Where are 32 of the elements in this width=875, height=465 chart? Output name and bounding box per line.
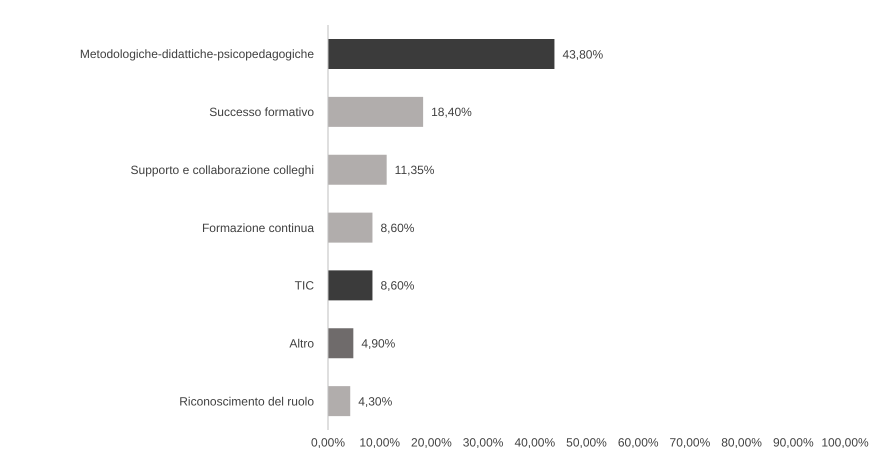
data-label: 11,35% (394, 162, 435, 177)
y-tick-label: Supporto e collaborazione colleghi (130, 162, 314, 177)
x-tick-label: 0,00% (310, 436, 346, 450)
bar (328, 96, 424, 127)
x-tick-label: 90,00% (772, 436, 814, 450)
bar (328, 154, 387, 185)
y-tick-label: Altro (289, 336, 314, 350)
data-label: 8,60% (380, 220, 415, 235)
y-tick-label: Formazione continua (202, 220, 314, 235)
y-tick-label: TIC (294, 278, 314, 293)
bar (328, 39, 554, 69)
bar (328, 328, 354, 358)
data-label: 43,80% (562, 47, 604, 62)
bar (328, 212, 372, 243)
data-label: 8,60% (380, 278, 415, 293)
data-label: 4,30% (358, 394, 393, 408)
x-tick-label: 10,00% (359, 436, 400, 450)
data-label: 4,90% (361, 336, 396, 351)
x-tick-label: 40,00% (514, 436, 556, 450)
bar (328, 270, 372, 300)
y-tick-label: Metodologiche-didattiche-psicopedagogiche (80, 47, 314, 62)
x-tick-label: 100,00% (821, 436, 870, 450)
data-label: 18,40% (431, 105, 472, 120)
x-tick-label: 30,00% (462, 436, 504, 450)
x-tick-label: 70,00% (670, 436, 711, 450)
x-tick-label: 50,00% (566, 436, 608, 450)
x-tick-label: 20,00% (411, 436, 452, 450)
y-tick-label: Successo formativo (209, 105, 314, 120)
x-tick-label: 80,00% (721, 436, 762, 450)
bar (328, 386, 350, 416)
y-tick-label: Riconoscimento del ruolo (179, 394, 314, 408)
x-tick-label: 60,00% (618, 436, 659, 450)
